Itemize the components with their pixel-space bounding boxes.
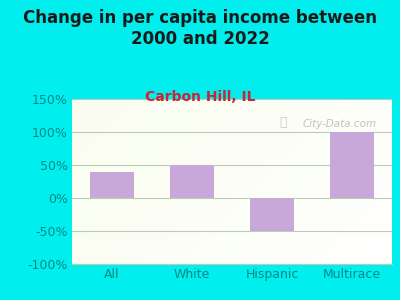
Bar xyxy=(330,132,374,198)
Text: Change in per capita income between
2000 and 2022: Change in per capita income between 2000… xyxy=(23,9,377,48)
Text: City-Data.com: City-Data.com xyxy=(302,119,376,129)
Bar xyxy=(90,172,134,198)
Bar xyxy=(250,198,294,231)
Bar xyxy=(170,165,214,198)
Text: Carbon Hill, IL: Carbon Hill, IL xyxy=(145,90,255,104)
Text: ⓘ: ⓘ xyxy=(280,116,287,129)
